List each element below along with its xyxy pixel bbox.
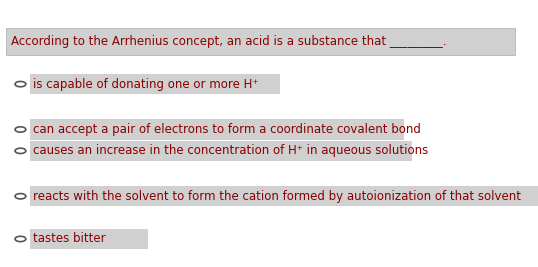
FancyBboxPatch shape [30,229,148,249]
FancyBboxPatch shape [30,186,538,206]
Text: tastes bitter: tastes bitter [33,233,106,245]
Text: can accept a pair of electrons to form a coordinate covalent bond: can accept a pair of electrons to form a… [33,123,421,136]
Text: is capable of donating one or more H⁺: is capable of donating one or more H⁺ [33,78,259,91]
Text: causes an increase in the concentration of H⁺ in aqueous solutions: causes an increase in the concentration … [33,144,429,157]
Text: According to the Arrhenius concept, an acid is a substance that _________.: According to the Arrhenius concept, an a… [11,35,446,48]
FancyBboxPatch shape [30,74,280,94]
FancyBboxPatch shape [30,120,403,139]
Text: reacts with the solvent to form the cation formed by autoionization of that solv: reacts with the solvent to form the cati… [33,190,521,203]
FancyBboxPatch shape [6,28,515,55]
FancyBboxPatch shape [30,141,412,161]
